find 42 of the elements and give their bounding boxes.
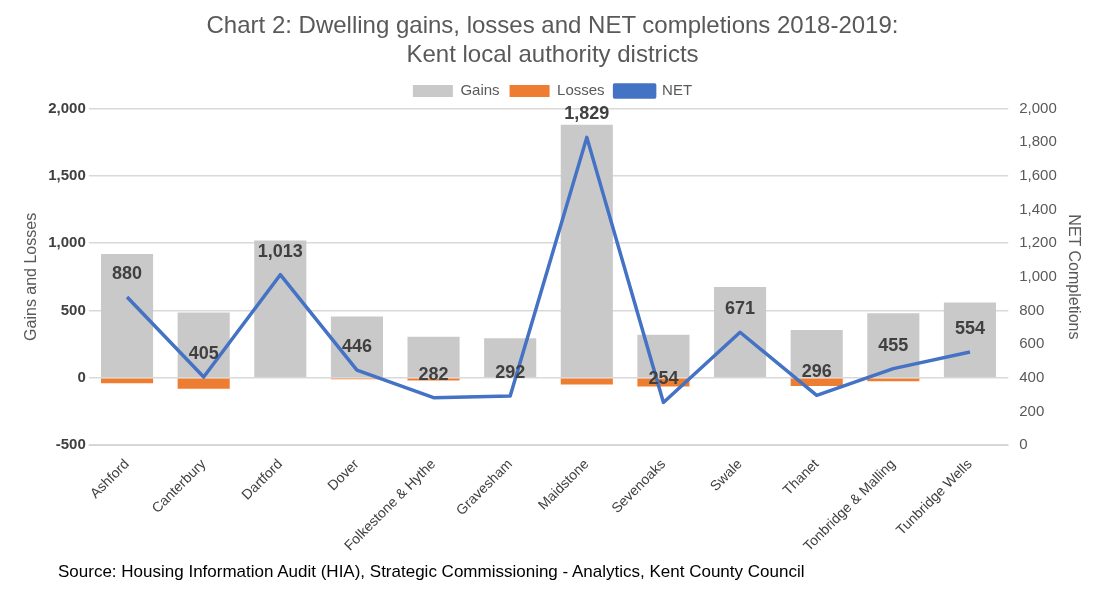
data-label: 1,829: [564, 103, 610, 124]
bar: [943, 302, 996, 378]
bar: [560, 378, 613, 385]
y2-tick-label: 800: [1019, 300, 1045, 318]
bar: [101, 254, 154, 378]
y-tick-label: 0: [77, 368, 86, 385]
chart-title: Chart 2: Dwelling gains, losses and NET completions 2018-2019: Kent local authority districts: [206, 11, 899, 67]
source-note: Source: Housing Information Audit (HIA), Strategic Commissioning - Analytics, Kent County Council: [57, 562, 806, 582]
data-label: 671: [725, 298, 756, 319]
bar: [254, 240, 307, 378]
y2-tick-label: 600: [1019, 334, 1045, 352]
y2-tick-label: 1,200: [1019, 233, 1057, 251]
data-label: 446: [341, 336, 372, 357]
bar: [714, 286, 767, 378]
bar: [560, 124, 613, 378]
legend-label: Losses: [557, 81, 605, 99]
bar: [407, 336, 460, 378]
data-label: 405: [188, 342, 219, 363]
y-axis-title: Gains and Losses: [22, 212, 40, 341]
y2-tick-label: 2,000: [1019, 98, 1057, 116]
data-label: 455: [878, 334, 909, 355]
bar: [177, 378, 230, 389]
y2-tick-label: 1,800: [1019, 132, 1057, 150]
legend-label: NET: [662, 81, 693, 99]
data-label: 1,013: [257, 240, 303, 261]
y-tick-label: 1,500: [48, 166, 86, 184]
y2-tick-label: 1,400: [1019, 199, 1057, 217]
y-tick-label: 500: [60, 300, 86, 318]
y2-tick-label: 400: [1019, 368, 1045, 385]
data-label: 554: [954, 317, 985, 338]
y-tick-label: 2,000: [48, 98, 86, 116]
y2-tick-label: 1,000: [1019, 267, 1057, 285]
data-label: 880: [112, 263, 143, 284]
legend-label: Gains: [460, 81, 500, 99]
y2-tick-label: 1,600: [1019, 166, 1057, 184]
y2-tick-label: 0: [1019, 435, 1028, 453]
data-label: 296: [801, 361, 832, 382]
y-tick-label: -500: [55, 435, 86, 453]
y-tick-label: 1,000: [48, 233, 86, 251]
y2-tick-label: 200: [1019, 401, 1045, 419]
data-label: 282: [418, 363, 449, 384]
y2-axis-title: NET Completions: [1065, 214, 1083, 340]
